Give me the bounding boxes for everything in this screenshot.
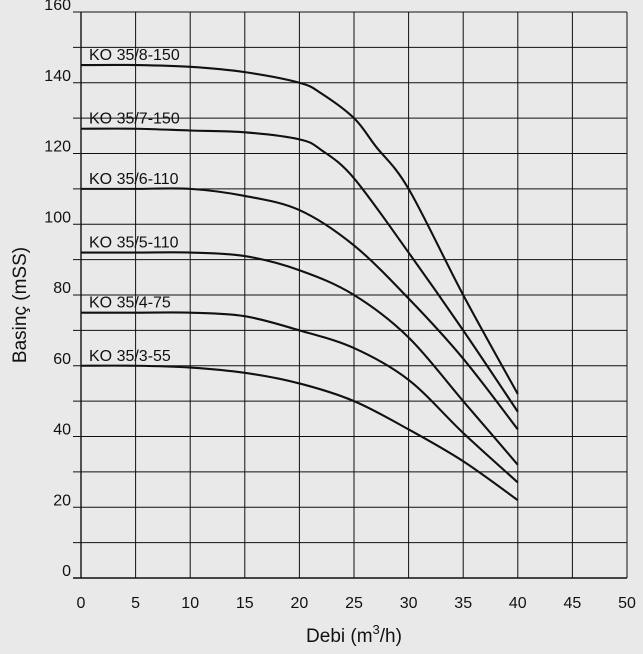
series-label: KO 35/5-110 xyxy=(89,235,179,252)
x-tick-label: 30 xyxy=(400,595,418,612)
y-axis-title: Basinç (mSS) xyxy=(10,247,31,363)
series-label: KO 35/4-75 xyxy=(89,295,171,312)
y-tick-label: 20 xyxy=(53,492,71,509)
x-tick-label: 15 xyxy=(236,595,254,612)
series-line xyxy=(81,187,519,431)
series-label: KO 35/6-110 xyxy=(89,171,179,188)
x-tick-label: 35 xyxy=(454,595,472,612)
x-tick-label: 45 xyxy=(564,595,582,612)
series-label: KO 35/7-150 xyxy=(89,111,180,128)
y-tick-label: 140 xyxy=(44,68,71,85)
y-tick-label: 40 xyxy=(53,422,71,439)
y-tick-label: 160 xyxy=(44,0,71,14)
y-tick-label: 0 xyxy=(62,563,71,580)
series-line xyxy=(80,311,519,484)
y-tick-label: 120 xyxy=(44,139,71,156)
x-axis-title: Debi (m3/h) xyxy=(306,622,402,647)
series-line xyxy=(80,63,519,395)
y-tick-label: 60 xyxy=(53,351,71,368)
grid xyxy=(73,11,628,579)
x-tick-label: 10 xyxy=(181,595,199,612)
series-line xyxy=(81,251,519,466)
series-label: KO 35/3-55 xyxy=(89,348,171,365)
x-tick-label: 40 xyxy=(509,595,527,612)
x-tick-label: 20 xyxy=(291,595,309,612)
series-lines xyxy=(80,63,519,502)
series-labels: KO 35/8-150 KO 35/7-150 KO 35/6-110 KO 35/5… xyxy=(89,47,180,365)
y-tick-label: 80 xyxy=(53,280,71,297)
x-tick-label: 50 xyxy=(618,595,636,612)
x-tick-label: 5 xyxy=(131,595,140,612)
tick-labels: 0 5 10 15 20 25 30 35 40 45 50 0 20 40 60 80 100 120 140 16… xyxy=(44,0,636,612)
y-tick-label: 100 xyxy=(44,209,71,226)
series-line xyxy=(80,364,519,502)
series-line xyxy=(80,127,519,413)
x-tick-label: 25 xyxy=(345,595,363,612)
x-tick-label: 0 xyxy=(77,595,86,612)
series-label: KO 35/8-150 xyxy=(89,47,180,64)
